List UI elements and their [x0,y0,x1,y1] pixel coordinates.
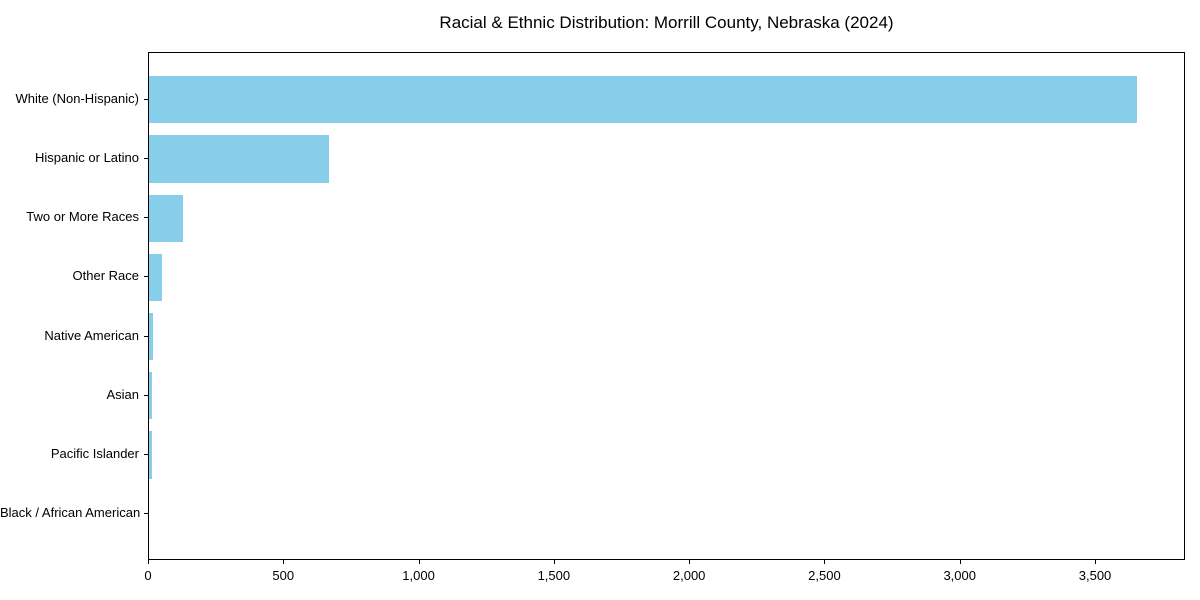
x-axis-tick [283,560,285,564]
x-axis-label: 1,000 [402,568,435,583]
y-axis-label: Other Race [72,268,139,284]
y-axis-tick [144,276,148,278]
y-axis-tick [144,98,148,100]
x-axis-tick [824,560,826,564]
x-axis-tick [148,560,149,564]
x-axis-tick [959,560,961,564]
y-axis-tick [144,454,148,456]
bar-other-race [149,253,162,302]
x-axis-tick [553,560,555,564]
y-axis-label: Hispanic or Latino [34,149,139,165]
y-axis-tick [144,157,148,159]
x-axis-label: 0 [144,568,152,583]
bar-two-or-more-races [149,194,183,242]
bar-hispanic-or-latino [149,135,329,183]
bar-native-american [149,312,154,361]
bar-asian [149,372,153,420]
x-axis-label: 3,500 [1078,568,1112,583]
y-axis-tick [144,217,148,219]
y-axis-tick [144,335,148,337]
y-axis-tick [144,513,148,515]
y-axis-label: Black / African American [0,505,141,521]
plot-area [148,52,1185,560]
y-axis-label: Asian [106,386,139,402]
y-axis-tick [144,394,148,396]
x-axis-label: 2,500 [808,568,841,583]
x-axis-tick [1095,560,1097,564]
chart-title: Racial & Ethnic Distribution: Morrill Co… [439,13,894,32]
y-axis-label: Pacific Islander [50,446,139,462]
y-axis-label: White (Non-Hispanic) [15,90,139,106]
x-axis-label: 2,000 [672,568,706,583]
x-axis-tick [689,560,691,564]
bar-white-non-hispanic [149,76,1137,124]
y-axis-label: Two or More Races [26,209,139,225]
bar-pacific-islander [149,431,153,479]
x-axis-label: 3,000 [943,568,976,583]
x-axis-label: 500 [272,568,295,583]
y-axis-label: Native American [44,327,139,343]
x-axis-label: 1,500 [537,568,571,583]
x-axis-tick [418,560,420,564]
